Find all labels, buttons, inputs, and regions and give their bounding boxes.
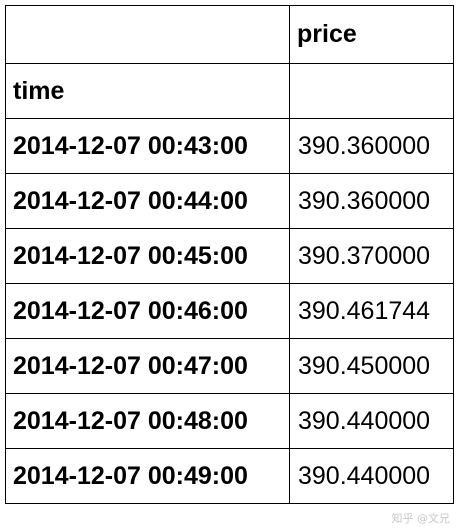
table-row: 2014-12-07 00:44:00 390.360000 [5, 173, 454, 229]
zhihu-watermark: 知乎 @文兄 [391, 512, 451, 525]
row-price-value: 390.360000 [289, 118, 454, 174]
dataframe-table: price time 2014-12-07 00:43:00 390.36000… [5, 5, 454, 504]
row-index-time: 2014-12-07 00:48:00 [5, 393, 290, 449]
index-name-row: time [5, 63, 454, 119]
table-row: 2014-12-07 00:48:00 390.440000 [5, 393, 454, 449]
row-index-time: 2014-12-07 00:46:00 [5, 283, 290, 339]
row-price-value: 390.440000 [289, 393, 454, 449]
table-row: 2014-12-07 00:45:00 390.370000 [5, 228, 454, 284]
table-row: 2014-12-07 00:43:00 390.360000 [5, 118, 454, 174]
row-index-time: 2014-12-07 00:43:00 [5, 118, 290, 174]
row-index-time: 2014-12-07 00:45:00 [5, 228, 290, 284]
row-price-value: 390.461744 [289, 283, 454, 339]
table-row: 2014-12-07 00:49:00 390.440000 [5, 448, 454, 504]
table-row: 2014-12-07 00:47:00 390.450000 [5, 338, 454, 394]
index-name-header: time [5, 63, 290, 119]
column-header-row: price [5, 5, 454, 64]
price-column-header: price [289, 5, 454, 64]
table-row: 2014-12-07 00:46:00 390.461744 [5, 283, 454, 339]
row-price-value: 390.440000 [289, 448, 454, 504]
header-blank-cell [5, 5, 290, 64]
row-price-value: 390.370000 [289, 228, 454, 284]
row-price-value: 390.450000 [289, 338, 454, 394]
index-name-blank-cell [289, 63, 454, 119]
row-index-time: 2014-12-07 00:49:00 [5, 448, 290, 504]
row-index-time: 2014-12-07 00:47:00 [5, 338, 290, 394]
row-index-time: 2014-12-07 00:44:00 [5, 173, 290, 229]
row-price-value: 390.360000 [289, 173, 454, 229]
